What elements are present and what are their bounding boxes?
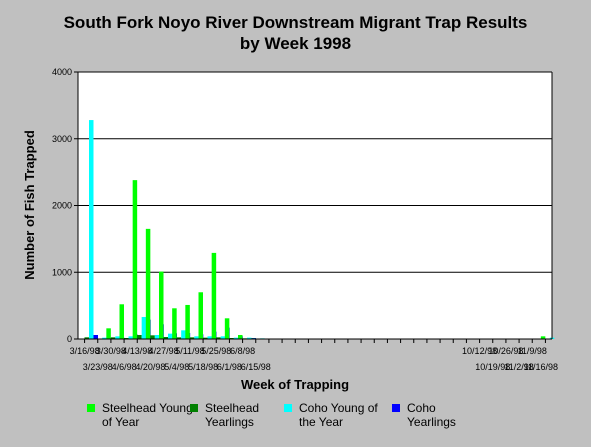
bar xyxy=(106,328,111,339)
bar xyxy=(181,330,186,339)
y-tick-label: 4000 xyxy=(52,67,72,77)
bar xyxy=(145,228,151,339)
x-tick-label: 3/16/98 xyxy=(70,346,100,356)
bar xyxy=(93,334,98,339)
x-tick-label: 11/2/98 xyxy=(504,362,533,372)
legend-item-coho-yoy: Coho Young of the Year xyxy=(284,401,389,429)
x-tick-label: 4/20/98 xyxy=(135,362,165,372)
legend-item-steelhead-yoy: Steelhead Young of Year xyxy=(87,401,202,429)
bar xyxy=(119,304,124,339)
legend-swatch xyxy=(87,404,95,412)
chart-title-line2: by Week 1998 xyxy=(239,34,352,53)
bar xyxy=(211,252,217,339)
bar xyxy=(194,336,199,339)
legend-label: Steelhead Young of Year xyxy=(102,401,193,429)
bar xyxy=(540,336,546,339)
bar-group xyxy=(84,120,555,339)
bar xyxy=(128,336,133,339)
x-tick-label: 6/1/98 xyxy=(217,362,242,372)
bar xyxy=(220,336,226,339)
bar xyxy=(159,271,164,339)
bar xyxy=(247,337,252,339)
x-tick-label: 11/9/98 xyxy=(518,346,547,356)
bar xyxy=(185,304,190,339)
x-tick-label: 4/27/98 xyxy=(149,346,179,356)
bar xyxy=(154,334,160,339)
x-tick-label: 11/16/98 xyxy=(524,362,558,372)
x-tick-label: 5/11/98 xyxy=(175,346,204,356)
x-tick-label: 10/19/98 xyxy=(475,362,510,372)
x-tick-label: 4/6/98 xyxy=(112,362,137,372)
bar xyxy=(238,334,243,339)
bar xyxy=(176,337,182,339)
y-tick-label: 1000 xyxy=(52,267,72,277)
legend-label: Steelhead Yearlings xyxy=(205,401,260,429)
y-tick-label: 3000 xyxy=(52,134,72,144)
bar xyxy=(110,337,116,339)
axes xyxy=(74,71,553,343)
x-tick-label: 6/8/98 xyxy=(230,346,255,356)
bar xyxy=(102,337,107,339)
bar xyxy=(189,337,195,339)
bar xyxy=(233,337,239,339)
legend-label: Coho Young of the Year xyxy=(299,401,378,429)
bar xyxy=(198,292,203,339)
grid-lines xyxy=(78,71,552,339)
bar xyxy=(203,337,208,339)
x-tick-label: 3/23/98 xyxy=(83,362,113,372)
tick-labels: 010002000300040003/16/983/30/984/13/984/… xyxy=(52,67,558,372)
bar xyxy=(216,337,221,339)
chart-title: South Fork Noyo River Downstream Migrant… xyxy=(0,12,591,54)
bar xyxy=(150,335,155,339)
x-tick-label: 10/26/98 xyxy=(488,346,523,356)
x-tick-label: 6/15/98 xyxy=(241,362,271,372)
x-tick-label: 5/18/98 xyxy=(188,362,218,372)
bar xyxy=(137,334,142,339)
legend-swatch xyxy=(284,404,292,412)
bar xyxy=(124,337,129,339)
bar xyxy=(132,180,138,339)
y-tick-label: 0 xyxy=(67,334,72,344)
legend-item-coho-yearlings: Coho Yearlings xyxy=(392,401,477,429)
y-tick-label: 2000 xyxy=(52,201,72,211)
bar xyxy=(229,337,234,339)
bar xyxy=(207,336,212,339)
bar xyxy=(168,333,173,339)
x-tick-label: 5/25/98 xyxy=(201,346,231,356)
legend-swatch xyxy=(190,404,198,412)
bar xyxy=(89,120,94,339)
x-tick-label: 3/30/98 xyxy=(96,346,126,356)
bar xyxy=(163,336,168,339)
legend-item-steelhead-yearlings: Steelhead Yearlings xyxy=(190,401,275,429)
legend-swatch xyxy=(392,404,400,412)
bar xyxy=(84,337,89,339)
bar xyxy=(141,316,147,339)
bar xyxy=(172,308,177,339)
x-tick-label: 5/4/98 xyxy=(164,362,189,372)
chart-title-line1: South Fork Noyo River Downstream Migrant… xyxy=(63,13,528,32)
bar xyxy=(224,318,230,339)
y-axis-label: Number of Fish Trapped xyxy=(22,130,37,280)
x-tick-label: 10/12/98 xyxy=(462,346,497,356)
x-axis-label: Week of Trapping xyxy=(241,377,349,392)
x-tick-label: 4/13/98 xyxy=(122,346,152,356)
bar xyxy=(115,336,120,339)
legend-label: Coho Yearlings xyxy=(407,401,456,429)
